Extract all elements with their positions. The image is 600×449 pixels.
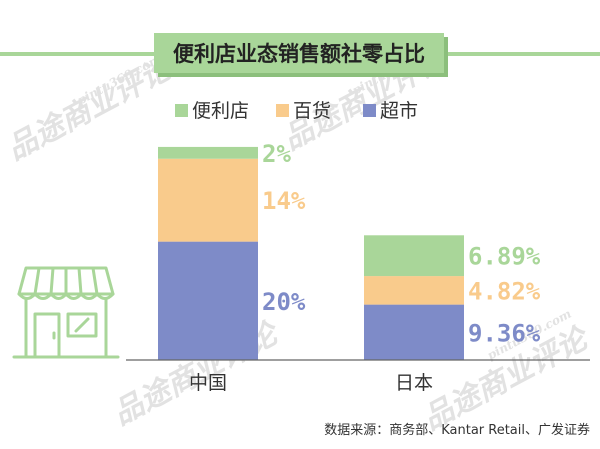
bar-中国-百货 — [158, 158, 258, 242]
legend-label: 便利店 — [192, 100, 249, 122]
data-label: 2% — [262, 140, 291, 168]
chart-title: 便利店业态销售额社零占比 — [173, 42, 425, 66]
data-label: 9.36% — [468, 319, 541, 347]
data-label: 14% — [262, 187, 306, 215]
bar-日本-超市 — [364, 304, 464, 360]
x-tick-label: 日本 — [395, 372, 433, 394]
legend-label: 百货 — [293, 100, 331, 122]
storefront-icon — [12, 266, 120, 359]
bar-日本-百货 — [364, 276, 464, 305]
x-tick-label: 中国 — [189, 372, 227, 394]
title-banner: 便利店业态销售额社零占比 — [0, 33, 600, 77]
legend-swatch — [175, 104, 188, 117]
data-label: 4.82% — [468, 277, 541, 305]
x-tick-labels: 中国 日本 — [189, 372, 433, 394]
data-label: 6.89% — [468, 243, 541, 271]
source-note: 数据来源：商务部、Kantar Retail、广发证券 — [324, 422, 590, 438]
legend-swatch — [276, 104, 289, 117]
bar-日本-便利店 — [364, 235, 464, 277]
data-label: 20% — [262, 288, 306, 316]
legend-swatch — [363, 104, 376, 117]
bars: 20% 14% 2% 9.36% 4.82% 6.89% — [158, 140, 541, 360]
legend-label: 超市 — [380, 100, 418, 122]
bar-中国-便利店 — [158, 146, 258, 159]
bar-中国-超市 — [158, 241, 258, 360]
legend: 便利店 百货 超市 — [175, 100, 418, 122]
title-box — [154, 33, 444, 73]
